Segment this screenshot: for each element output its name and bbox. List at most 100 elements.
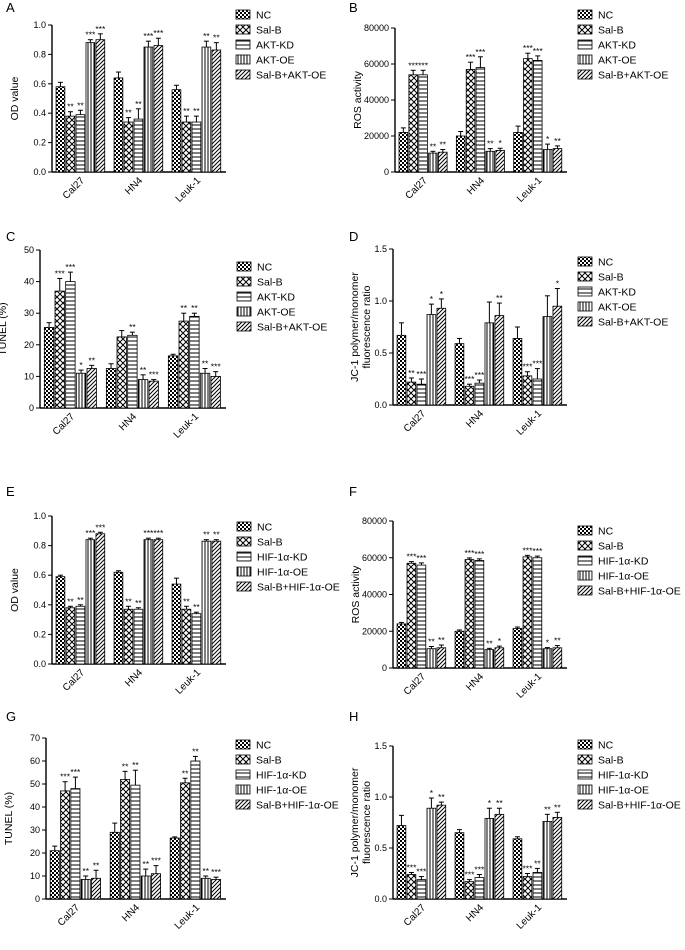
- significance-mark: **: [213, 33, 220, 43]
- bar-h-leuk-1-4: [552, 817, 563, 900]
- significance-mark: **: [486, 638, 493, 648]
- bar-e-cal27-3: [85, 539, 96, 665]
- significance-mark: *: [430, 294, 434, 304]
- y-tick-label: 60000: [364, 59, 389, 69]
- bar-a-leuk-1-2: [191, 121, 202, 173]
- y-axis-label: TUNEL (%): [3, 792, 15, 845]
- y-axis-label: ROS activity: [352, 70, 364, 129]
- x-tick-label: Leuk-1: [173, 902, 203, 932]
- bar-d-leuk-1-1: [522, 375, 533, 406]
- panel-label: G: [6, 709, 16, 724]
- bar-d-hn4-4: [494, 315, 505, 406]
- legend-label: Sal-B: [598, 755, 624, 767]
- significance-mark: ***: [522, 362, 533, 372]
- legend-swatch: [236, 306, 252, 317]
- legend-swatch: [235, 799, 251, 810]
- y-tick-label: 70: [30, 733, 40, 743]
- bar-f-leuk-1-0: [512, 628, 523, 669]
- significance-mark: ***: [418, 60, 429, 70]
- bar-g-cal27-4: [91, 877, 102, 900]
- significance-mark: **: [77, 595, 84, 605]
- bar-c-cal27-3: [75, 372, 87, 409]
- significance-mark: ***: [406, 552, 417, 562]
- bar-d-hn4-3: [484, 322, 495, 406]
- significance-mark: **: [82, 866, 89, 876]
- y-tick-label: 0.4: [33, 600, 46, 610]
- significance-mark: ***: [475, 47, 486, 57]
- panel-e: E0.00.20.40.60.81.0OD value ** ********Cal…: [6, 484, 340, 697]
- panel-a: A0.00.20.40.60.81.0OD value ** ********Cal…: [6, 0, 326, 205]
- bar-a-cal27-2: [75, 114, 86, 173]
- legend-label: AKT-KD: [598, 40, 636, 52]
- significance-mark: ***: [416, 553, 427, 563]
- legend-label: NC: [598, 526, 614, 538]
- x-tick-label: Leuk-1: [515, 408, 545, 438]
- y-axis-label: JC-1 polymer/monomerfluorescence ratio: [349, 272, 373, 382]
- y-axis-label-line: fluorescence ratio: [361, 781, 373, 864]
- y-tick-label: 20000: [362, 626, 387, 636]
- legend-label: HIF-1α-OE: [598, 571, 649, 583]
- significance-mark: *: [488, 798, 492, 808]
- bar-g-cal27-3: [80, 879, 91, 900]
- x-tick-label: Cal27: [51, 411, 78, 438]
- significance-mark: **: [129, 322, 136, 332]
- legend-label: Sal-B+HIF-1α-OE: [256, 800, 339, 812]
- bar-c-cal27-1: [54, 290, 65, 409]
- x-tick-label: Leuk-1: [174, 175, 204, 205]
- bar-b-cal27-3: [428, 152, 438, 173]
- bar-g-leuk-1-0: [169, 837, 180, 900]
- legend-swatch: [577, 525, 593, 536]
- bar-a-hn4-0: [113, 77, 124, 173]
- y-tick-label: 10: [30, 871, 40, 881]
- significance-mark: **: [93, 860, 100, 870]
- bar-c-hn4-2: [127, 334, 138, 409]
- bar-a-hn4-4: [153, 45, 164, 173]
- significance-mark: **: [487, 139, 494, 149]
- x-tick-label: HN4: [117, 411, 139, 433]
- y-tick-label: 60: [30, 756, 40, 766]
- bar-c-leuk-1-4: [210, 375, 221, 409]
- bar-c-leuk-1-3: [199, 372, 211, 409]
- legend-label: NC: [256, 740, 272, 752]
- legend-label: HIF-1α-OE: [257, 567, 308, 579]
- legend-swatch: [577, 585, 593, 596]
- y-tick-label: 1.0: [33, 511, 46, 521]
- bar-b-cal27-2: [418, 74, 428, 173]
- panel-label: E: [6, 484, 15, 499]
- significance-mark: ***: [60, 772, 71, 782]
- significance-mark: **: [142, 859, 149, 869]
- bar-c-leuk-1-2: [189, 315, 200, 409]
- significance-mark: **: [140, 365, 147, 375]
- legend-swatch: [235, 54, 251, 65]
- bar-b-hn4-2: [475, 67, 486, 173]
- y-tick-label: 0: [29, 403, 34, 413]
- bar-e-hn4-2: [133, 608, 144, 665]
- y-tick-label: 40: [24, 277, 34, 287]
- y-tick-label: 0.6: [33, 570, 46, 580]
- y-tick-label: 80000: [364, 23, 389, 33]
- significance-mark: ***: [533, 46, 544, 56]
- y-tick-label: 10: [24, 371, 34, 381]
- bar-e-cal27-2: [75, 605, 86, 665]
- legend-swatch: [577, 286, 593, 297]
- legend-swatch: [236, 276, 252, 287]
- bar-h-hn4-3: [484, 818, 495, 900]
- significance-mark: ***: [522, 545, 533, 555]
- significance-mark: **: [202, 359, 209, 369]
- y-tick-label: 1.5: [374, 741, 387, 751]
- bar-f-leuk-1-3: [542, 648, 553, 669]
- significance-mark: ***: [474, 865, 485, 875]
- bar-a-hn4-3: [143, 46, 154, 173]
- legend-label: Sal-B: [256, 25, 282, 37]
- significance-mark: **: [67, 102, 74, 112]
- legend-swatch: [577, 540, 593, 551]
- y-tick-label: 0.5: [374, 843, 387, 853]
- y-tick-label: 60000: [362, 553, 387, 563]
- significance-mark: **: [88, 355, 95, 365]
- bar-h-hn4-1: [464, 881, 475, 900]
- bar-b-cal27-0: [398, 131, 409, 173]
- bar-a-leuk-1-1: [181, 121, 192, 173]
- bar-a-cal27-4: [95, 39, 106, 173]
- y-tick-label: 1.5: [374, 244, 387, 254]
- significance-mark: *: [440, 289, 444, 299]
